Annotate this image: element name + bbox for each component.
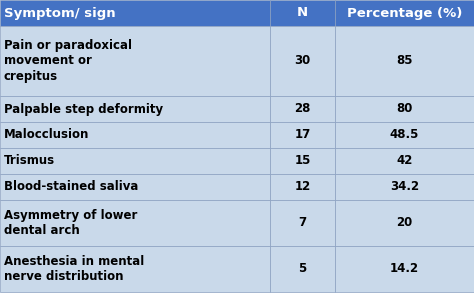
Text: 80: 80 <box>396 102 413 115</box>
Bar <box>335 26 474 96</box>
Bar <box>270 0 335 26</box>
Bar <box>270 246 335 292</box>
Text: 17: 17 <box>294 128 310 141</box>
Bar <box>270 26 335 96</box>
Text: Palpable step deformity: Palpable step deformity <box>4 102 163 115</box>
Text: 20: 20 <box>396 216 413 229</box>
Bar <box>270 174 335 200</box>
Bar <box>0 26 270 96</box>
Bar <box>335 0 474 26</box>
Bar <box>335 148 474 174</box>
Bar <box>335 200 474 246</box>
Bar <box>335 246 474 292</box>
Text: 30: 30 <box>294 54 310 67</box>
Bar <box>270 200 335 246</box>
Text: 5: 5 <box>298 263 307 276</box>
Bar <box>335 174 474 200</box>
Text: Blood-stained saliva: Blood-stained saliva <box>4 181 138 194</box>
Bar <box>270 122 335 148</box>
Bar <box>0 0 270 26</box>
Text: 42: 42 <box>396 155 413 168</box>
Text: Percentage (%): Percentage (%) <box>347 7 462 20</box>
Text: Trismus: Trismus <box>4 155 55 168</box>
Bar <box>0 174 270 200</box>
Bar <box>0 148 270 174</box>
Text: Pain or paradoxical
movement or
crepitus: Pain or paradoxical movement or crepitus <box>4 39 132 83</box>
Text: 85: 85 <box>396 54 413 67</box>
Bar <box>270 148 335 174</box>
Text: 7: 7 <box>299 216 307 229</box>
Bar <box>0 122 270 148</box>
Text: 28: 28 <box>294 102 310 115</box>
Bar <box>335 122 474 148</box>
Text: 34.2: 34.2 <box>390 181 419 194</box>
Text: 48.5: 48.5 <box>390 128 419 141</box>
Bar <box>0 96 270 122</box>
Bar <box>0 246 270 292</box>
Text: N: N <box>297 7 308 20</box>
Bar <box>335 96 474 122</box>
Text: 14.2: 14.2 <box>390 263 419 276</box>
Text: Anesthesia in mental
nerve distribution: Anesthesia in mental nerve distribution <box>4 255 144 283</box>
Text: 15: 15 <box>294 155 310 168</box>
Bar <box>270 96 335 122</box>
Text: Symptom/ sign: Symptom/ sign <box>4 7 116 20</box>
Bar <box>0 200 270 246</box>
Text: Asymmetry of lower
dental arch: Asymmetry of lower dental arch <box>4 209 137 237</box>
Text: Malocclusion: Malocclusion <box>4 128 90 141</box>
Text: 12: 12 <box>294 181 310 194</box>
